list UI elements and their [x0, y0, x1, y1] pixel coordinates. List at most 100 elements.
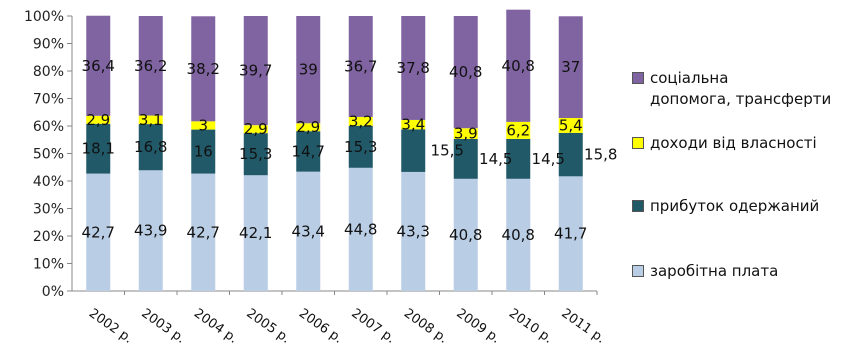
legend-label-wages: заробітна плата [650, 262, 779, 280]
bar-property-income [401, 119, 426, 130]
bar-wages [453, 178, 478, 291]
data-label: 37 [561, 58, 580, 76]
data-label: 36,2 [134, 57, 167, 75]
data-label: 3,4 [401, 116, 425, 134]
data-label: 16 [194, 143, 213, 161]
bar-wages [86, 173, 111, 291]
bar-profit-received [506, 138, 531, 179]
x-tick-label: 2010 р. [506, 306, 555, 347]
data-label: 15,3 [239, 145, 272, 163]
legend-swatch-property-income [632, 137, 644, 149]
data-label: 39,7 [239, 62, 272, 80]
legend-item-wages: заробітна плата [632, 261, 778, 282]
data-label: 3 [198, 116, 208, 134]
legend-item-profit-received: прибуток одержаний [632, 196, 819, 217]
data-label: 3,2 [349, 112, 373, 130]
x-tick-label: 2005 р. [243, 306, 292, 347]
bar-wages [506, 178, 531, 291]
y-tick-label: 70% [33, 92, 64, 108]
y-tick-label: 80% [33, 64, 64, 80]
bar-profit-received [558, 132, 583, 177]
bar-profit-received [191, 129, 216, 174]
data-label: 18,1 [82, 140, 115, 158]
bar-profit-received [138, 124, 163, 171]
data-label: 42,7 [82, 223, 115, 241]
data-label: 39 [299, 61, 318, 79]
data-label: 42,7 [187, 223, 220, 241]
y-tick-label: 100% [24, 9, 64, 25]
bar-social-assistance [401, 16, 426, 120]
y-tick-label: 20% [33, 229, 64, 245]
data-label: 15,8 [584, 146, 617, 164]
bar-social-assistance [453, 16, 478, 129]
x-tick-label: 2007 р. [348, 306, 397, 347]
bar-social-assistance [506, 9, 531, 122]
x-tick-label: 2009 р. [453, 306, 502, 347]
bar-wages [138, 170, 163, 291]
data-label: 6,2 [506, 121, 530, 139]
legend-label-profit-received: прибуток одержаний [650, 197, 820, 215]
bar-profit-received [296, 131, 321, 172]
legend-item-social-assistance: соціальна допомога, трансферти [632, 68, 831, 110]
bar-property-income [348, 116, 373, 126]
data-label: 5,4 [559, 116, 583, 134]
bar-profit-received [348, 125, 373, 168]
bar-property-income [191, 121, 216, 130]
x-tick-label: 2004 р. [191, 306, 240, 347]
data-label: 40,8 [502, 226, 535, 244]
legend-label-social-assistance: соціальна допомога, трансферти [650, 69, 832, 108]
data-label: 2,9 [296, 118, 320, 136]
data-label: 36,4 [82, 57, 115, 75]
bar-social-assistance [191, 16, 216, 122]
x-tick-label: 2006 р. [296, 306, 345, 347]
x-tick-label: 2002 р. [86, 306, 135, 347]
y-tick-label: 50% [33, 147, 64, 163]
bar-social-assistance [138, 16, 163, 116]
bar-wages [348, 167, 373, 291]
legend-swatch-wages [632, 265, 644, 277]
y-tick-label: 40% [33, 174, 64, 190]
data-label: 40,8 [449, 226, 482, 244]
data-label: 14,5 [532, 150, 565, 168]
data-label: 2,9 [244, 120, 268, 138]
bar-social-assistance [558, 16, 583, 119]
bar-property-income [453, 128, 478, 139]
data-label: 15,3 [344, 138, 377, 156]
data-label: 36,7 [344, 57, 377, 75]
y-tick-label: 30% [33, 202, 64, 218]
legend-swatch-social-assistance [632, 72, 644, 84]
data-label: 43,4 [292, 222, 325, 240]
bar-wages [401, 171, 426, 291]
x-tick-label: 2003 р. [138, 306, 187, 347]
x-tick-label: 2008 р. [401, 306, 450, 347]
data-label: 3,9 [454, 125, 478, 143]
data-label: 40,8 [502, 57, 535, 75]
data-label: 37,8 [397, 59, 430, 77]
data-label: 38,2 [187, 60, 220, 78]
data-label: 3,1 [139, 111, 163, 129]
data-label: 2,9 [86, 111, 110, 129]
bar-social-assistance [296, 16, 321, 124]
data-label: 42,1 [239, 224, 272, 242]
bar-wages [296, 171, 321, 291]
bar-property-income [138, 115, 163, 125]
bar-property-income [86, 115, 111, 124]
bar-profit-received [401, 129, 426, 172]
data-label: 41,7 [554, 225, 587, 243]
data-label: 14,7 [292, 142, 325, 160]
legend-label-property-income: доходи від власності [650, 134, 817, 152]
bar-wages [191, 173, 216, 291]
y-tick-label: 10% [33, 257, 64, 273]
x-tick-label: 2011 р. [558, 306, 607, 347]
bar-wages [558, 176, 583, 291]
y-tick-label: 90% [33, 37, 64, 53]
y-tick-label: 0% [42, 284, 64, 300]
bar-wages [243, 175, 268, 291]
legend-swatch-profit-received [632, 200, 644, 212]
bar-social-assistance [348, 16, 373, 117]
bar-property-income [296, 123, 321, 132]
data-label: 43,9 [134, 222, 167, 240]
data-label: 15,5 [431, 142, 464, 160]
bar-property-income [558, 118, 583, 133]
